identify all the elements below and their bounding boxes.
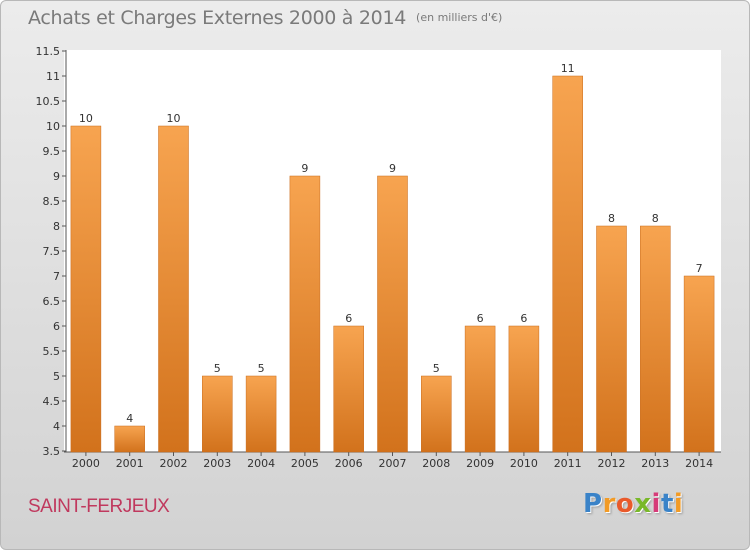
- chart-title: Achats et Charges Externes 2000 à 2014: [28, 7, 407, 29]
- bar-2007: [377, 175, 408, 453]
- y-tick-label: 9: [53, 170, 60, 183]
- commune-name: SAINT-FERJEUX: [28, 496, 170, 517]
- x-tick-label-2012: 2012: [598, 457, 626, 470]
- bar-2005: [289, 175, 321, 453]
- data-label-2010: 6: [520, 312, 527, 325]
- y-tick-label: 8: [53, 220, 60, 233]
- x-tick-label-2000: 2000: [72, 457, 100, 470]
- y-tick-label: 10.5: [36, 95, 61, 108]
- bar-2003: [202, 375, 233, 453]
- chart-subtitle: (en milliers d'€): [416, 11, 503, 24]
- data-label-2006: 6: [345, 312, 352, 325]
- x-tick-label-2005: 2005: [291, 457, 319, 470]
- data-label-2007: 9: [389, 162, 396, 175]
- x-tick-label-2014: 2014: [685, 457, 713, 470]
- bar-2012: [596, 225, 627, 453]
- y-tick-label: 8.5: [43, 195, 61, 208]
- logo-letter: i: [673, 489, 684, 519]
- bar-2010: [508, 325, 540, 453]
- data-label-2009: 6: [477, 312, 484, 325]
- y-tick-label: 7: [53, 270, 60, 283]
- bar-2004: [245, 375, 277, 453]
- logo-letter: r: [602, 489, 616, 519]
- y-tick-label: 11: [46, 70, 60, 83]
- data-label-2001: 4: [126, 412, 133, 425]
- logo-letter: x: [634, 489, 652, 519]
- proxiti-logo[interactable]: Proxiti: [583, 489, 683, 519]
- y-tick-label: 3.5: [43, 445, 61, 458]
- y-tick-label: 10: [46, 120, 60, 133]
- bar-2002: [158, 125, 189, 453]
- bar-2006: [333, 325, 364, 453]
- logo-letter: o: [615, 489, 635, 519]
- x-tick-label-2003: 2003: [203, 457, 231, 470]
- data-label-2000: 10: [79, 112, 93, 125]
- data-label-2008: 5: [433, 362, 440, 375]
- x-tick-label-2008: 2008: [422, 457, 450, 470]
- x-tick-label-2007: 2007: [379, 457, 407, 470]
- data-label-2003: 5: [214, 362, 221, 375]
- bar-2009: [464, 325, 496, 453]
- bar-2011: [552, 75, 583, 453]
- x-tick-label-2011: 2011: [554, 457, 582, 470]
- y-tick-label: 7.5: [43, 245, 61, 258]
- bar-2008: [421, 375, 452, 453]
- y-tick-label: 4: [53, 420, 60, 433]
- y-tick-label: 5: [53, 370, 60, 383]
- x-axis: 2000 2001 2002 2003 2004 2005 2006 2007 2008 2009…: [64, 451, 721, 470]
- data-label-2004: 5: [258, 362, 265, 375]
- y-tick-label: 6: [53, 320, 60, 333]
- data-labels: 10 4 10 5 5 9 6 9 5 6 6 11 8 8 7: [79, 62, 703, 425]
- x-tick-label-2013: 2013: [641, 457, 669, 470]
- data-label-2012: 8: [608, 212, 615, 225]
- x-tick-label-2004: 2004: [247, 457, 275, 470]
- data-label-2005: 9: [301, 162, 308, 175]
- y-tick-label: 6.5: [43, 295, 61, 308]
- y-tick-label: 4.5: [43, 395, 61, 408]
- data-label-2013: 8: [652, 212, 659, 225]
- y-tick-label: 5.5: [43, 345, 61, 358]
- x-tick-label-2010: 2010: [510, 457, 538, 470]
- data-label-2011: 11: [561, 62, 575, 75]
- bar-2001: [114, 425, 145, 453]
- bar-2014: [683, 275, 715, 453]
- bars: [70, 75, 715, 453]
- logo-letter: i: [651, 489, 661, 519]
- data-label-2002: 10: [167, 112, 181, 125]
- y-axis: 3.5 4 4.5 5 5.5 6 6.5 7 7.5 8 8.5 9 9.5 10 10.5 11 11.5: [36, 45, 67, 458]
- logo-letter: t: [660, 489, 674, 519]
- x-tick-label-2009: 2009: [466, 457, 494, 470]
- title-row: Achats et Charges Externes 2000 à 2014 (e…: [28, 7, 502, 29]
- y-tick-label: 11.5: [36, 45, 61, 58]
- bar-2013: [640, 225, 671, 453]
- y-tick-label: 9.5: [43, 145, 61, 158]
- data-label-2014: 7: [696, 262, 703, 275]
- x-tick-label-2006: 2006: [335, 457, 363, 470]
- logo-letter: P: [583, 489, 603, 519]
- x-tick-label-2002: 2002: [160, 457, 188, 470]
- bar-2000: [70, 125, 102, 453]
- x-tick-label-2001: 2001: [116, 457, 144, 470]
